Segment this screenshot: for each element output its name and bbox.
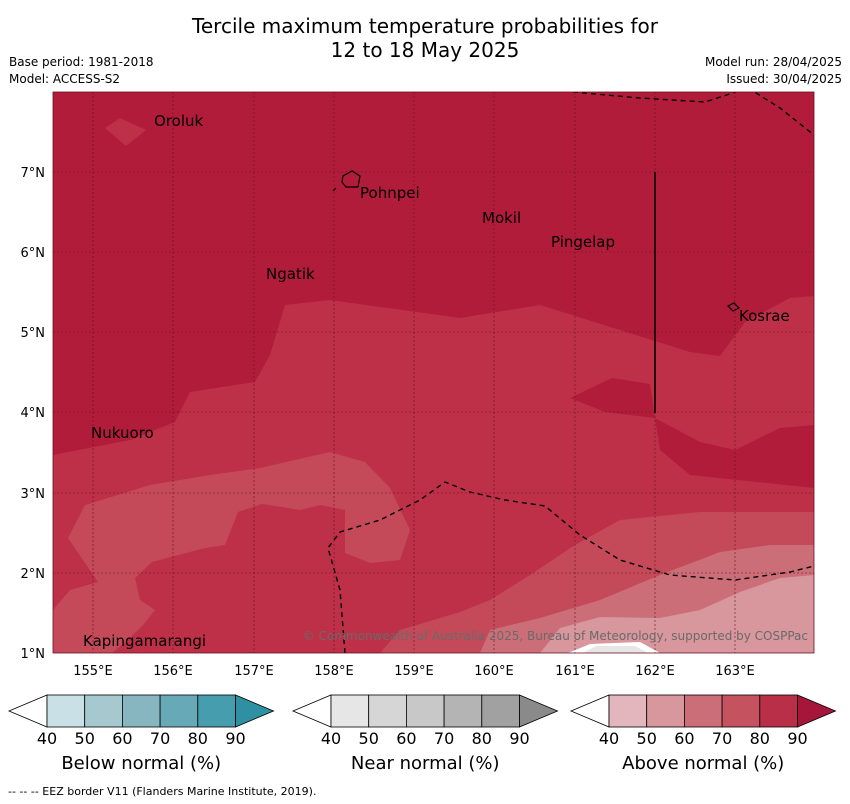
pohnpei-island bbox=[341, 170, 361, 188]
colorbar-segment bbox=[122, 694, 161, 728]
field-above-50 bbox=[540, 575, 814, 653]
colorbar-segment bbox=[197, 694, 236, 728]
lat-tick: 3°N bbox=[21, 487, 46, 502]
place-labels: Oroluk Pohnpei Mokil Pingelap Ngatik Kos… bbox=[83, 112, 790, 650]
field-above-80-patch-2 bbox=[105, 118, 146, 146]
colorbar-title: Above normal (%) bbox=[622, 753, 784, 774]
colorbar-high-extend bbox=[235, 694, 275, 728]
lon-tick: 159°E bbox=[394, 664, 434, 679]
colorbar-tick-label: 40 bbox=[37, 729, 57, 748]
colorbar-tick-label: 50 bbox=[359, 729, 379, 748]
colorbar-tick-label: 40 bbox=[321, 729, 341, 748]
colorbar-segment bbox=[330, 694, 370, 728]
colorbar-tick-label: 70 bbox=[150, 729, 170, 748]
lat-tick: 7°N bbox=[21, 166, 46, 181]
lat-tick: 4°N bbox=[21, 406, 46, 421]
colorbar-tick-label: 70 bbox=[712, 729, 732, 748]
model-run: Model run: 28/04/2025 bbox=[704, 55, 842, 69]
place-pingelap: Pingelap bbox=[551, 233, 615, 251]
copyright-notice: © Commonwealth of Australia 2025, Bureau… bbox=[303, 629, 808, 643]
colorbar-segment bbox=[84, 694, 123, 728]
colorbar-tick-label: 80 bbox=[188, 729, 208, 748]
place-oroluk: Oroluk bbox=[154, 112, 203, 130]
map-canvas: Oroluk Pohnpei Mokil Pingelap Ngatik Kos… bbox=[21, 91, 815, 679]
place-nukuoro: Nukuoro bbox=[91, 424, 154, 442]
title-line-1: Tercile maximum temperature probabilitie… bbox=[192, 14, 658, 38]
colorbar-tick-label: 70 bbox=[434, 729, 454, 748]
colorbar-segment bbox=[721, 694, 761, 728]
model-name: Model: ACCESS-S2 bbox=[9, 72, 121, 86]
colorbar-low-extend bbox=[7, 694, 48, 728]
meta-left: Base period: 1981-2018 Model: ACCESS-S2 bbox=[9, 54, 154, 88]
lat-tick: 6°N bbox=[21, 246, 46, 261]
colorbar-low-extend bbox=[569, 694, 610, 728]
place-ngatik: Ngatik bbox=[266, 265, 315, 283]
colorbar-segment bbox=[608, 694, 648, 728]
map-title: Tercile maximum temperature probabilitie… bbox=[0, 14, 850, 62]
colorbar-segment bbox=[159, 694, 199, 728]
lon-tick: 158°E bbox=[314, 664, 354, 679]
colorbar-tick-label: 80 bbox=[472, 729, 492, 748]
colorbar-tick-label: 90 bbox=[787, 729, 807, 748]
place-pohnpei: Pohnpei bbox=[360, 184, 420, 202]
lon-tick: 162°E bbox=[635, 664, 675, 679]
place-mokil: Mokil bbox=[482, 209, 521, 227]
colorbar-segment bbox=[46, 694, 86, 728]
eez-legend: -- -- -- EEZ border V11 (Flanders Marine… bbox=[8, 785, 317, 798]
field-near-40 bbox=[583, 646, 648, 653]
colorbar-segment bbox=[759, 694, 798, 728]
lon-tick: 160°E bbox=[474, 664, 514, 679]
colorbar-tick-label: 90 bbox=[509, 729, 529, 748]
field-above-70 bbox=[53, 452, 410, 653]
colorbar-high-extend bbox=[797, 694, 837, 728]
colorbar-high-extend bbox=[519, 694, 559, 728]
colorbar-tick-label: 80 bbox=[750, 729, 770, 748]
title-line-2: 12 to 18 May 2025 bbox=[330, 38, 520, 62]
colorbar-tick-label: 50 bbox=[637, 729, 657, 748]
lon-ticks: 155°E 156°E 157°E 158°E 159°E 160°E 161°… bbox=[73, 664, 755, 679]
colorbar-segment bbox=[368, 694, 407, 728]
eez-borders bbox=[327, 92, 814, 653]
kosrae-island bbox=[726, 302, 741, 312]
colorbar-segment bbox=[481, 694, 520, 728]
lon-tick: 156°E bbox=[153, 664, 193, 679]
lat-tick: 1°N bbox=[21, 647, 46, 662]
lat-ticks: 7°N 6°N 5°N 4°N 3°N 2°N 1°N bbox=[21, 166, 46, 662]
place-kapingamarangi: Kapingamarangi bbox=[83, 632, 206, 650]
colorbar-segment bbox=[443, 694, 483, 728]
colorbar-tick-label: 40 bbox=[599, 729, 619, 748]
colorbar-tick-label: 60 bbox=[112, 729, 132, 748]
colorbar-low-extend bbox=[291, 694, 332, 728]
probability-field bbox=[53, 92, 814, 653]
colorbar-title: Below normal (%) bbox=[61, 753, 221, 774]
lon-tick: 161°E bbox=[555, 664, 595, 679]
colorbar-segment bbox=[646, 694, 685, 728]
colorbar-tick-label: 90 bbox=[225, 729, 245, 748]
lon-tick: 163°E bbox=[715, 664, 755, 679]
lat-tick: 2°N bbox=[21, 567, 46, 582]
map-frame bbox=[52, 91, 815, 654]
base-period: Base period: 1981-2018 bbox=[9, 55, 154, 69]
lon-tick: 155°E bbox=[73, 664, 113, 679]
lon-tick: 157°E bbox=[234, 664, 274, 679]
lat-tick: 5°N bbox=[21, 326, 46, 341]
colorbar-tick-label: 60 bbox=[674, 729, 694, 748]
meta-right: Model run: 28/04/2025 Issued: 30/04/2025 bbox=[705, 54, 842, 88]
islet-marker bbox=[332, 187, 337, 192]
colorbar-title: Near normal (%) bbox=[351, 753, 500, 774]
issued-date: Issued: 30/04/2025 bbox=[726, 72, 842, 86]
colorbar-near-normal: 40 50 60 70 80 90 Near normal (%) bbox=[291, 694, 559, 774]
colorbar-segment bbox=[684, 694, 723, 728]
grid-lines bbox=[53, 92, 814, 653]
colorbar-tick-label: 50 bbox=[75, 729, 95, 748]
place-kosrae: Kosrae bbox=[739, 307, 790, 325]
colorbar-tick-label: 60 bbox=[396, 729, 416, 748]
colorbar-segment bbox=[405, 694, 445, 728]
